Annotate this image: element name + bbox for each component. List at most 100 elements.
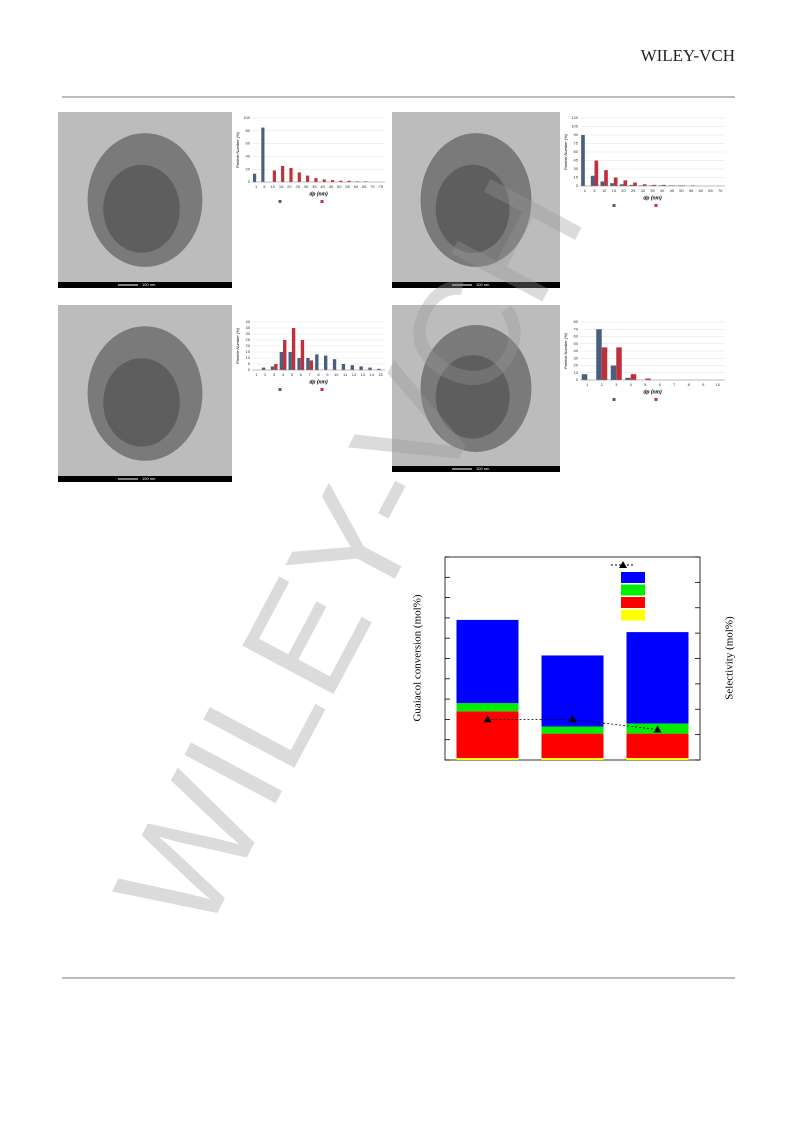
bar	[601, 347, 608, 380]
scale-label: 100 nm	[142, 282, 156, 287]
x-tick-label: 3	[615, 382, 618, 387]
bar	[600, 181, 605, 186]
y-axis-label: Particle Number (%)	[235, 327, 240, 364]
bar	[341, 364, 346, 370]
y-tick-label: 120	[571, 115, 578, 120]
bar	[314, 178, 318, 182]
bar	[288, 352, 292, 370]
bar	[252, 173, 257, 182]
scale-strip	[392, 466, 560, 472]
y-tick-label: 60	[246, 141, 251, 146]
x-tick-label: 10	[602, 188, 607, 193]
x-tick-label: 2	[584, 188, 587, 193]
bar-segment	[541, 757, 604, 760]
bar	[610, 183, 614, 186]
x-tick-label: 40	[320, 184, 325, 189]
x-tick-label: 5	[263, 184, 266, 189]
legend-swatch	[320, 388, 324, 391]
bar	[315, 354, 319, 370]
bar	[330, 180, 335, 182]
y-tick-label: 40	[246, 153, 251, 158]
y-tick-label: 30	[574, 355, 579, 360]
x-tick-label: 8	[688, 382, 691, 387]
x-tick-label: 10	[716, 382, 721, 387]
y-tick-label: 15	[246, 349, 251, 354]
legend-swatch	[278, 200, 282, 203]
x-tick-label: 15	[612, 188, 617, 193]
bar	[590, 175, 595, 186]
bar-segment	[541, 655, 604, 727]
x-tick-label: 75	[379, 184, 384, 189]
y-axis-label: Particle Number (%)	[235, 131, 240, 168]
bar	[625, 377, 631, 380]
bar-segment	[541, 733, 604, 758]
x-tick-label: 4	[282, 372, 285, 377]
x-tick-label: 55	[345, 184, 350, 189]
y-tick-label: 0	[576, 377, 579, 382]
y-tick-label: 25	[246, 337, 251, 342]
x-tick-label: 10	[271, 184, 276, 189]
triangle-marker	[653, 725, 662, 733]
x-tick-label: 35	[312, 184, 317, 189]
bar	[596, 329, 602, 380]
legend-swatch	[621, 572, 645, 583]
x-tick-label: 13	[361, 372, 366, 377]
y-tick-label: 0	[248, 179, 251, 184]
tem-image: 100 nm	[58, 305, 232, 482]
y-tick-label: 10	[246, 355, 251, 360]
x-tick-label: 65	[362, 184, 367, 189]
legend-swatch	[612, 204, 616, 207]
bar	[604, 170, 608, 186]
bar	[347, 180, 351, 182]
x-tick-label: 30	[641, 188, 646, 193]
y-tick-label: 105	[571, 124, 578, 129]
y2-axis-label: Selectivity (mol%)	[724, 616, 736, 700]
x-tick-label: 3	[273, 372, 276, 377]
bar	[261, 367, 266, 370]
scale-strip	[392, 282, 560, 288]
bar	[261, 127, 265, 182]
scale-label: 100 nm	[476, 282, 490, 287]
bar-segment	[626, 757, 689, 760]
bar	[274, 364, 278, 370]
x-tick-label: 1	[586, 382, 589, 387]
x-tick-label: 5	[644, 382, 647, 387]
bar-segment	[456, 619, 519, 704]
y-tick-label: 100	[243, 115, 250, 120]
bar	[581, 374, 588, 380]
scale-strip	[58, 476, 232, 482]
x-tick-label: 5	[291, 372, 294, 377]
particle-core	[435, 355, 510, 439]
x-tick-label: 70	[370, 184, 375, 189]
bar	[306, 358, 310, 370]
bar	[355, 181, 360, 182]
x-tick-label: 20	[621, 188, 626, 193]
x-tick-label: 35	[650, 188, 655, 193]
x-tick-label: 60	[354, 184, 359, 189]
x-tick-label: 11	[343, 372, 348, 377]
x-tick-label: 40	[660, 188, 665, 193]
legend-swatch	[654, 204, 658, 207]
bar	[594, 160, 599, 186]
bar	[623, 180, 628, 186]
x-tick-label: 6	[659, 382, 662, 387]
y-tick-label: 50	[574, 341, 579, 346]
y-axis-label: Guaiacol conversion (mol%)	[412, 594, 424, 721]
x-tick-label: 8	[317, 372, 320, 377]
y-tick-label: 75	[574, 141, 579, 146]
bar	[323, 355, 328, 370]
bar	[322, 179, 326, 182]
y-tick-label: 90	[574, 132, 579, 137]
bar	[270, 366, 275, 370]
bar-segment	[456, 703, 519, 712]
x-tick-label: 2	[601, 382, 604, 387]
bar	[306, 175, 310, 182]
bar	[581, 135, 585, 186]
y-tick-label: 60	[574, 334, 579, 339]
scale-label: 100 nm	[142, 476, 156, 481]
scale-strip	[58, 282, 232, 288]
bar-segment	[541, 726, 604, 734]
triangle-marker	[568, 715, 577, 723]
y-tick-label: 5	[248, 361, 251, 366]
